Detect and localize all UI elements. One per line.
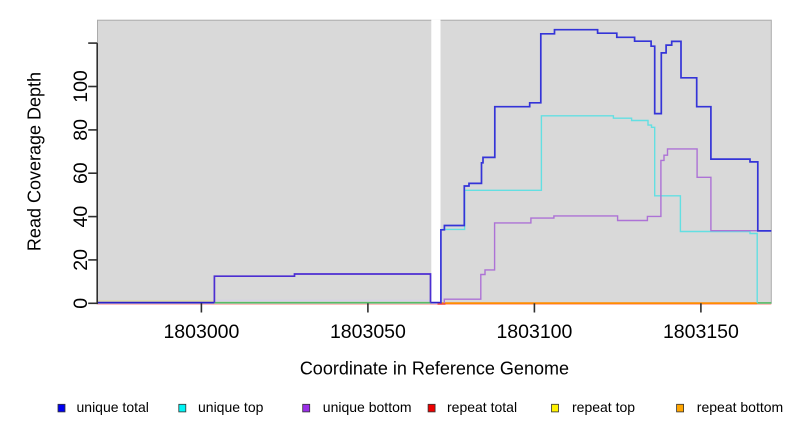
svg-text:unique top: unique top [198,399,264,415]
svg-text:repeat bottom: repeat bottom [697,399,783,415]
svg-text:unique bottom: unique bottom [323,399,412,415]
svg-text:60: 60 [70,162,92,184]
svg-text:80: 80 [70,119,92,141]
svg-text:1803100: 1803100 [496,321,572,343]
svg-text:1803000: 1803000 [163,321,239,343]
svg-text:40: 40 [70,206,92,228]
svg-text:20: 20 [70,249,92,271]
svg-text:Coordinate in Reference Genome: Coordinate in Reference Genome [300,359,569,379]
svg-text:1803150: 1803150 [663,321,739,343]
svg-text:repeat total: repeat total [447,399,517,415]
svg-text:repeat top: repeat top [572,399,635,415]
svg-text:1803050: 1803050 [330,321,406,343]
svg-text:unique total: unique total [77,399,149,415]
svg-text:Read Coverage Depth: Read Coverage Depth [25,72,45,251]
svg-text:0: 0 [70,298,92,309]
svg-text:100: 100 [70,70,92,103]
